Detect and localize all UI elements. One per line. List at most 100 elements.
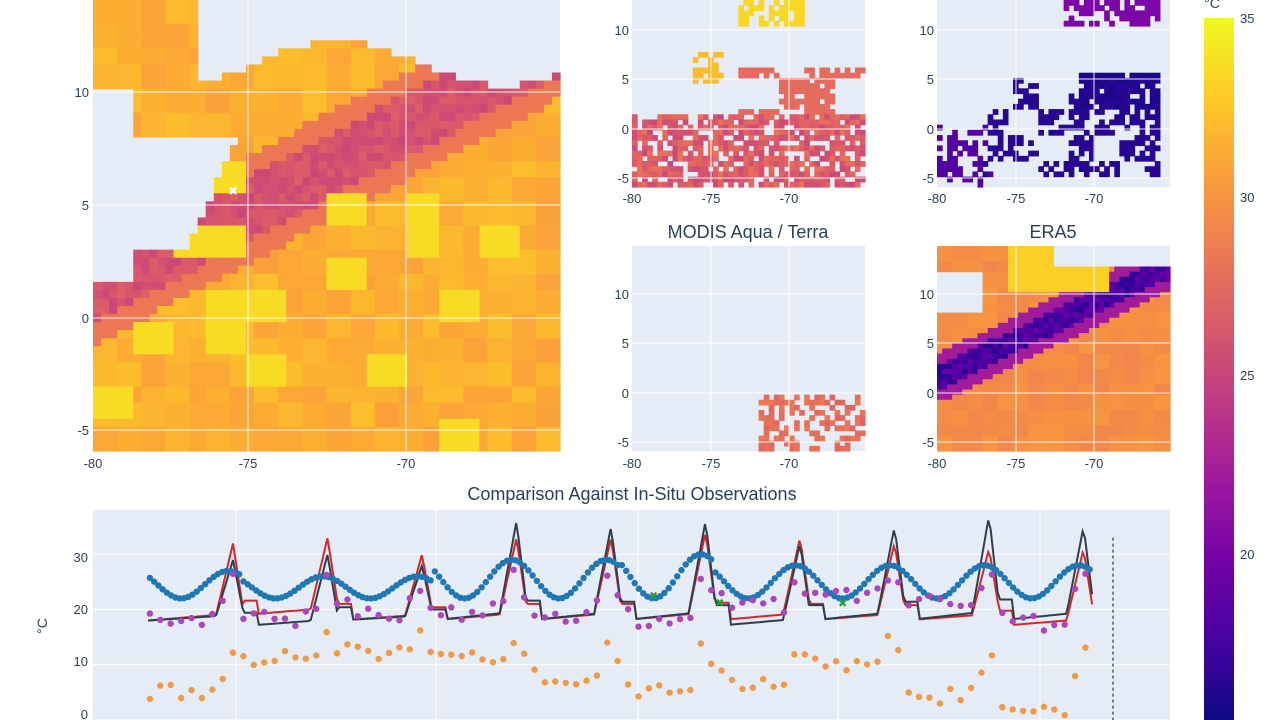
- heat-cell: [471, 281, 481, 291]
- heat-cell: [967, 348, 974, 355]
- heat-cell: [1109, 0, 1115, 6]
- heat-cell: [334, 169, 344, 178]
- heat-cell: [642, 145, 648, 152]
- heat-cell: [181, 297, 191, 307]
- heat-cell: [1043, 287, 1050, 293]
- heat-cell: [415, 306, 424, 315]
- heat-cell: [221, 225, 231, 235]
- heat-cell: [197, 233, 207, 243]
- heat-cell: [743, 161, 750, 167]
- heat-cell: [1058, 266, 1065, 273]
- heat-cell: [692, 161, 699, 167]
- heat-cell: [977, 384, 984, 391]
- heat-cell: [824, 415, 831, 421]
- heat-cell: [1073, 0, 1080, 6]
- heat-cell: [1114, 328, 1120, 334]
- heat-cell: [743, 171, 750, 178]
- heat-cell: [229, 354, 239, 364]
- heat-cell: [390, 169, 400, 178]
- heat-cell: [237, 120, 247, 130]
- heat-cell: [286, 88, 295, 98]
- heat-cell: [962, 251, 968, 257]
- heat-cell: [1124, 281, 1131, 288]
- heat-cell: [677, 140, 684, 147]
- heat-cell: [189, 56, 199, 66]
- heat-cell: [1149, 317, 1156, 324]
- heat-cell: [254, 297, 263, 307]
- heat-cell: [947, 145, 953, 152]
- heat-cell: [819, 114, 826, 121]
- heat-cell: [157, 322, 167, 331]
- heat-cell: [1078, 363, 1085, 370]
- heat-cell: [1149, 333, 1156, 339]
- heat-cell: [768, 420, 775, 426]
- heat-cell: [318, 426, 328, 436]
- heat-cell: [286, 185, 295, 194]
- heat-cell: [692, 176, 699, 183]
- heat-cell: [672, 119, 679, 126]
- heat-cell: [342, 418, 352, 428]
- heat-cell: [189, 233, 199, 243]
- heat-cell: [519, 153, 529, 162]
- heat-cell: [1094, 348, 1100, 355]
- heat-cell: [213, 217, 223, 227]
- heat-cell: [1114, 88, 1120, 95]
- heat-cell: [647, 129, 653, 136]
- heat-cell: [302, 322, 311, 331]
- heat-cell: [519, 249, 529, 259]
- heat-cell: [213, 386, 223, 396]
- heat-cell: [93, 8, 102, 17]
- heat-cell: [1073, 135, 1080, 141]
- heat-cell: [1139, 150, 1146, 157]
- heat-cell: [1154, 281, 1161, 288]
- heat-cell: [773, 129, 780, 136]
- heat-cell: [637, 171, 643, 178]
- heat-cell: [109, 24, 118, 33]
- heat-cell: [844, 135, 851, 141]
- heat-cell: [390, 201, 400, 210]
- heat-cell: [1038, 256, 1044, 262]
- heat-cell: [748, 0, 755, 6]
- heat-cell: [181, 56, 191, 66]
- heat-cell: [254, 64, 263, 74]
- heat-cell: [1129, 114, 1136, 121]
- heat-cell: [1139, 292, 1146, 298]
- heat-cell: [342, 394, 352, 404]
- heat-cell: [535, 281, 545, 291]
- heat-cell: [682, 181, 689, 188]
- heat-cell: [1124, 297, 1131, 303]
- heat-cell: [942, 338, 948, 344]
- heat-cell: [342, 322, 352, 331]
- heat-cell: [302, 378, 311, 388]
- heat-cell: [1129, 83, 1136, 89]
- heat-cell: [157, 88, 167, 98]
- heat-cell: [1104, 353, 1110, 360]
- heat-cell: [101, 72, 110, 82]
- heat-cell: [799, 114, 805, 121]
- heat-cell: [479, 378, 489, 388]
- heat-cell: [487, 330, 497, 339]
- heat-cell: [551, 177, 561, 186]
- heat-cell: [977, 338, 984, 344]
- heat-cell: [350, 394, 360, 404]
- heat-cell: [1083, 328, 1090, 334]
- heat-cell: [173, 0, 183, 9]
- heat-cell: [221, 338, 231, 347]
- heat-cell: [677, 129, 684, 136]
- heat-cell: [1129, 20, 1136, 27]
- heat-cell: [1043, 292, 1050, 298]
- heat-cell: [1038, 302, 1044, 309]
- heat-cell: [439, 249, 448, 259]
- heat-cell: [503, 161, 513, 170]
- heat-cell: [1134, 140, 1141, 147]
- heat-cell: [431, 169, 440, 178]
- heat-cell: [652, 181, 658, 188]
- heat-cell: [366, 354, 376, 364]
- heat-cell: [181, 370, 191, 380]
- heat-cell: [133, 386, 142, 396]
- heat-cell: [165, 410, 175, 420]
- heat-cell: [1144, 83, 1151, 89]
- heat-cell: [302, 80, 311, 90]
- heat-cell: [723, 140, 729, 147]
- heat-cell: [1094, 0, 1100, 6]
